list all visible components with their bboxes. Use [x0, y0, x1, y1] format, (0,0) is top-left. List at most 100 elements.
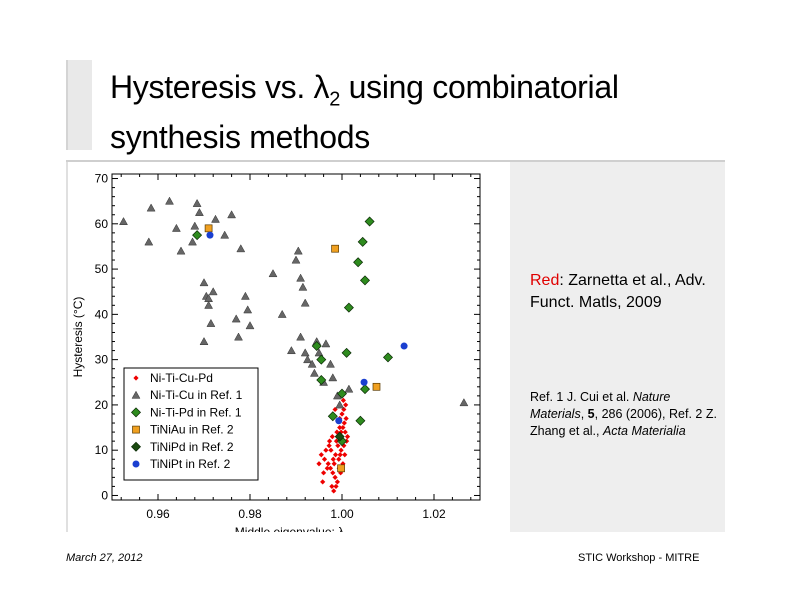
data-point-series-0 — [325, 461, 331, 467]
data-point-series-3 — [372, 382, 381, 391]
red-keyword: Red — [530, 272, 560, 289]
legend-marker — [132, 460, 140, 468]
x-tick-label: 0.96 — [146, 507, 170, 521]
data-point-series-0 — [324, 465, 330, 471]
references: Ref. 1 J. Cui et al. Nature Materials, 5… — [530, 390, 717, 438]
data-point-series-1 — [314, 348, 324, 357]
data-point-series-0 — [336, 456, 342, 462]
data-point-series-0 — [340, 424, 346, 431]
panel-left-edge — [66, 162, 68, 532]
y-tick-label: 0 — [101, 488, 108, 502]
data-point-series-0 — [329, 483, 335, 490]
data-point-series-1 — [206, 318, 216, 327]
y-tick-label: 10 — [95, 443, 109, 457]
data-point-series-1 — [300, 298, 310, 307]
data-point-series-1 — [231, 314, 241, 323]
notes-panel — [510, 162, 725, 532]
data-point-series-1 — [303, 355, 312, 364]
data-point-series-1 — [243, 305, 253, 314]
data-point-series-1 — [208, 287, 218, 296]
data-point-series-0 — [344, 434, 351, 440]
data-point-series-2 — [355, 415, 366, 426]
data-point-series-0 — [329, 434, 335, 440]
data-point-series-1 — [293, 246, 303, 255]
data-point-series-2 — [353, 257, 364, 268]
data-point-series-3 — [337, 464, 345, 473]
data-point-series-1 — [296, 332, 306, 341]
data-point-series-1 — [321, 339, 331, 348]
data-point-series-1 — [298, 282, 308, 291]
data-point-series-0 — [323, 447, 329, 453]
data-point-series-1 — [344, 384, 354, 393]
data-point-series-0 — [328, 447, 334, 453]
data-point-series-0 — [334, 479, 340, 485]
data-point-series-0 — [326, 443, 332, 449]
x-tick-label: 0.98 — [238, 507, 262, 521]
data-point-series-0 — [327, 465, 334, 471]
data-point-series-2 — [364, 216, 375, 227]
data-point-series-0 — [316, 461, 322, 467]
data-point-series-0 — [340, 397, 346, 403]
y-tick-label: 50 — [95, 262, 109, 276]
legend-label: TiNiPd in Ref. 2 — [150, 440, 234, 454]
data-point-series-0 — [343, 415, 349, 422]
data-point-series-4 — [334, 431, 345, 442]
y-tick-label: 30 — [95, 353, 109, 367]
data-point-series-0 — [330, 456, 336, 462]
data-point-series-0 — [333, 438, 340, 444]
data-point-series-1 — [286, 346, 296, 355]
y-tick-label: 40 — [95, 307, 109, 321]
legend-marker — [131, 441, 141, 452]
data-point-series-2 — [327, 411, 338, 422]
data-point-series-1 — [165, 196, 174, 205]
data-point-series-5 — [360, 378, 368, 386]
data-point-series-1 — [211, 214, 220, 223]
y-tick-label: 20 — [95, 398, 109, 412]
data-point-series-1 — [220, 230, 230, 239]
data-point-series-2 — [311, 341, 322, 352]
data-point-series-0 — [332, 452, 339, 458]
footer-date: March 27, 2012 — [66, 552, 143, 564]
data-point-series-0 — [341, 443, 347, 449]
ref2-journal: Acta Materialia — [602, 424, 686, 438]
x-axis-label: Middle eigenvalue: λ2 — [235, 525, 349, 532]
data-point-series-2 — [357, 236, 368, 247]
data-point-series-5 — [400, 342, 408, 350]
data-point-series-0 — [341, 406, 347, 413]
hysteresis-scatter-chart: 0 10 20 30 40 50 60 70 0.96 0.98 1.00 1.02 Middle ei… — [71, 172, 481, 532]
data-point-series-1 — [328, 373, 338, 382]
data-point-series-2 — [316, 354, 327, 365]
legend-box — [123, 367, 259, 481]
data-point-series-2 — [316, 375, 327, 386]
data-point-series-0 — [337, 452, 343, 458]
data-point-series-1 — [146, 203, 156, 212]
legend-marker — [131, 390, 141, 399]
data-point-series-0 — [321, 456, 328, 462]
data-point-series-5 — [206, 231, 214, 239]
data-point-series-2 — [341, 347, 352, 358]
legend-marker — [132, 425, 140, 434]
data-point-series-1 — [194, 207, 204, 216]
data-point-series-1 — [268, 269, 278, 278]
data-point-series-0 — [335, 443, 341, 449]
data-point-series-1 — [277, 309, 287, 318]
data-point-series-0 — [331, 488, 337, 494]
data-point-series-0 — [337, 424, 343, 431]
data-point-series-1 — [192, 198, 202, 207]
legend-label: Ni-Ti-Cu in Ref. 1 — [150, 388, 243, 402]
slide-title: Hysteresis vs. λ2 using combinatorial sy… — [110, 69, 619, 156]
data-point-series-0 — [338, 447, 344, 453]
data-point-series-1 — [291, 255, 301, 264]
data-point-series-1 — [199, 337, 209, 345]
data-point-series-3 — [204, 224, 213, 233]
data-point-series-0 — [320, 479, 326, 485]
data-point-series-2 — [343, 302, 354, 313]
data-point-series-0 — [343, 402, 349, 408]
data-point-series-1 — [190, 221, 200, 230]
data-point-series-0 — [341, 420, 347, 426]
data-point-series-1 — [326, 359, 335, 368]
data-point-series-1 — [227, 210, 237, 219]
data-point-series-5 — [335, 417, 343, 425]
data-point-series-1 — [307, 359, 317, 368]
data-point-series-0 — [342, 452, 348, 458]
